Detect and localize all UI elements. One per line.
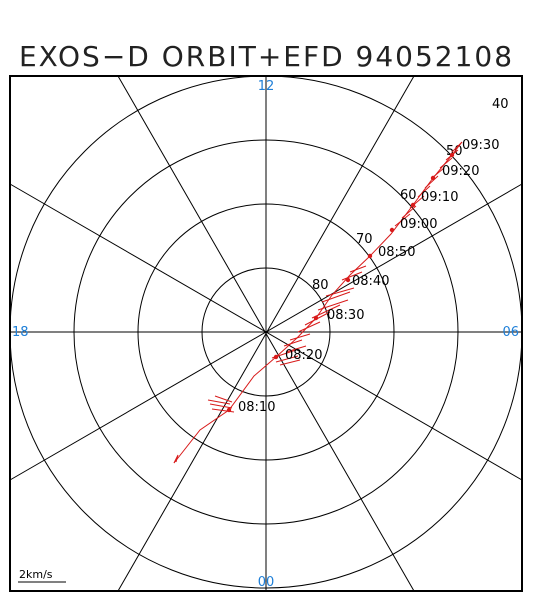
latitude-label-70: 70 — [356, 232, 373, 247]
latitude-label-80: 80 — [312, 278, 329, 293]
radial-lines — [9, 75, 523, 592]
radial-line-d — [9, 183, 523, 481]
time-label-0910: 09:10 — [421, 190, 458, 205]
latitude-label-40: 40 — [492, 97, 509, 112]
time-label-0920: 09:20 — [442, 164, 479, 179]
hour-label-00: 00 — [258, 575, 275, 590]
time-label-0840: 08:40 — [352, 274, 389, 289]
time-markers — [226, 152, 455, 413]
hour-label-06: 06 — [502, 325, 519, 340]
hour-label-12: 12 — [258, 79, 275, 94]
time-label-0830: 08:30 — [327, 308, 364, 323]
plot-title: EXOS−D ORBIT+EFD 94052108 — [18, 40, 515, 73]
time-label-0930: 09:30 — [462, 138, 499, 153]
orbit-tail — [173, 454, 179, 464]
radial-line-b — [117, 75, 415, 592]
time-label-0810: 08:10 — [238, 400, 275, 415]
hour-label-18: 18 — [12, 325, 29, 340]
latitude-label-60: 60 — [400, 188, 417, 203]
scale-label: 2km/s — [19, 568, 53, 581]
time-label-0900: 09:00 — [400, 217, 437, 232]
time-label-0850: 08:50 — [378, 245, 415, 260]
time-label-0820: 08:20 — [285, 348, 322, 363]
